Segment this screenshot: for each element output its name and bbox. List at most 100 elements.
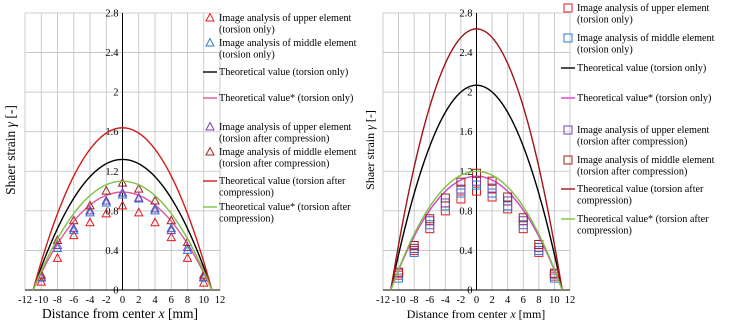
data-point	[52, 234, 63, 245]
y-axis-unit: [-]	[363, 110, 377, 122]
series-line-6	[390, 28, 563, 291]
x-tick-label: 12	[565, 295, 576, 306]
x-tick-label: -6	[425, 295, 434, 306]
series-markers-5	[394, 168, 559, 278]
y-tick-label: 1.2	[459, 167, 472, 178]
y-axis-label-text: Shaer strain	[363, 133, 377, 190]
x-tick-label: -6	[69, 295, 78, 306]
legend-entry: Image analysis of middle element (torsion…	[577, 33, 715, 56]
y-tick-label: 0	[113, 286, 118, 297]
legend-swatch-marker	[563, 33, 573, 43]
legend-entry: Theoretical value* (torsion after compres…	[219, 202, 351, 225]
x-axis-label-text: Distance from center	[42, 306, 156, 321]
data-point	[472, 168, 481, 178]
x-axis-label: Distance from center x [mm]	[42, 306, 198, 321]
data-point	[440, 198, 450, 208]
data-point	[440, 193, 450, 203]
data-point	[133, 192, 144, 202]
data-point	[166, 232, 177, 242]
series-line-7	[390, 170, 563, 291]
y-tick-label: 0.4	[459, 246, 473, 257]
legend: Image analysis of upper element (torsion …	[561, 3, 715, 237]
x-tick-label: -12	[376, 295, 390, 306]
data-point	[425, 214, 435, 224]
data-point	[117, 187, 128, 197]
data-point	[85, 205, 95, 215]
data-point	[518, 213, 528, 223]
data-point	[182, 241, 193, 251]
legend-swatch-marker	[563, 3, 573, 13]
data-point	[117, 177, 128, 187]
legend-entry: Theoretical value (torsion only)	[577, 63, 706, 74]
legend-swatch-marker	[205, 146, 215, 156]
x-tick-label: 4	[505, 295, 511, 306]
legend-swatch-marker	[563, 155, 573, 165]
x-axis-symbol: x	[509, 307, 516, 321]
data-point	[85, 207, 95, 217]
x-tick-label: -2	[102, 295, 111, 306]
data-point	[101, 185, 112, 195]
x-tick-label: -8	[410, 295, 419, 306]
series-markers-4	[36, 187, 209, 281]
data-point	[503, 192, 513, 202]
legend-entry: Theoretical value (torsion after compress…	[577, 184, 704, 207]
x-tick-label: -4	[86, 295, 95, 306]
data-point	[198, 277, 209, 287]
y-tick-label: 2.8	[459, 9, 472, 20]
x-tick-label: 0	[120, 295, 125, 306]
data-point	[101, 195, 112, 205]
data-point	[150, 205, 160, 215]
legend-entry: Image analysis of middle element (torsion…	[219, 38, 357, 61]
y-tick-label: 0.4	[105, 246, 119, 257]
data-point	[85, 200, 95, 210]
legend-entry: Image analysis of middle element (torsion…	[219, 147, 357, 170]
legend-entry: Image analysis of upper element (torsion …	[577, 3, 710, 26]
y-axis-symbol: γ	[3, 121, 18, 127]
data-point	[182, 252, 193, 262]
y-tick-label: 0.8	[459, 206, 472, 217]
y-tick-label: 1.2	[105, 167, 118, 178]
legend: Image analysis of upper element (torsion …	[203, 12, 357, 225]
legend-swatch-marker	[205, 12, 215, 22]
x-axis-unit: [mm]	[519, 307, 546, 321]
legend-entry: Image analysis of middle element (torsion…	[577, 155, 715, 178]
legend-entry: Theoretical value* (torsion after compres…	[577, 214, 709, 237]
x-tick-label: 2	[136, 295, 141, 306]
x-tick-label: 10	[199, 295, 210, 306]
data-point	[487, 188, 497, 198]
series-markers-5	[36, 177, 209, 279]
x-axis-label-text: Distance from center	[407, 307, 508, 321]
y-axis-label-text: Shaer strain	[3, 130, 18, 194]
data-point	[133, 183, 144, 193]
y-tick-label: 2	[113, 88, 118, 99]
x-tick-label: -12	[18, 295, 32, 306]
data-point	[487, 183, 497, 193]
x-tick-label: -8	[53, 295, 62, 306]
data-point	[166, 215, 177, 225]
data-point	[150, 203, 160, 213]
legend-entry: Theoretical value (torsion after compress…	[219, 176, 346, 199]
data-point	[456, 194, 466, 204]
x-tick-label: -4	[441, 295, 450, 306]
y-axis-symbol: γ	[363, 125, 377, 130]
legend-swatch-marker	[205, 37, 215, 47]
series-line-7	[32, 180, 213, 291]
y-tick-label: 0	[467, 286, 472, 297]
series-line-3	[390, 175, 563, 291]
y-tick-label: 2.4	[459, 48, 473, 59]
y-tick-label: 2	[467, 88, 472, 99]
data-point	[117, 189, 128, 199]
y-tick-label: 1.6	[459, 127, 472, 138]
legend-entry: Theoretical value (torsion only)	[219, 67, 348, 78]
y-axis-label: Shaer strain γ [-]	[363, 110, 377, 190]
series-line-2	[390, 84, 563, 291]
x-tick-label: -10	[392, 295, 406, 306]
data-point	[68, 225, 79, 235]
x-tick-label: 6	[521, 295, 526, 306]
legend-entry: Theoretical value* (torsion only)	[219, 93, 353, 104]
data-point	[456, 184, 466, 194]
data-point	[534, 239, 544, 249]
data-point	[117, 200, 128, 210]
legend-entry: Theoretical value* (torsion only)	[577, 93, 711, 104]
